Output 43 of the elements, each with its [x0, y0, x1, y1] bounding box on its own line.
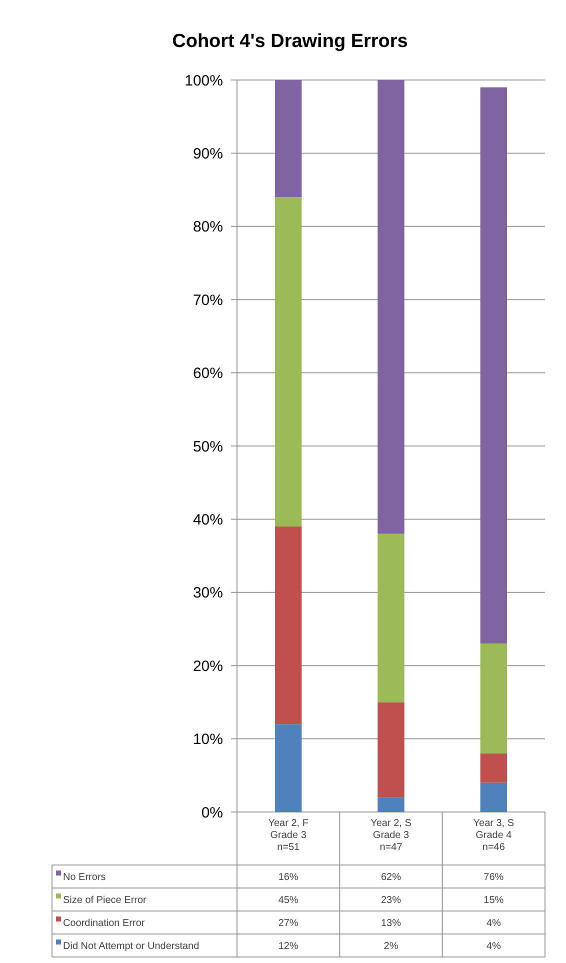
y-tick-label: 70% [192, 292, 223, 309]
text: 27% [278, 918, 298, 929]
x-tick-label: Year 3, S Grade 4 n=46 [473, 818, 514, 853]
text: 4% [486, 941, 501, 952]
y-tick-label: 60% [192, 365, 223, 382]
text: 16% [278, 872, 298, 883]
bar [378, 702, 404, 798]
legend-label: No Errors [63, 872, 106, 883]
bar [480, 782, 508, 812]
bar [378, 797, 404, 812]
bar [378, 80, 404, 534]
legend-label: Coordination Error [63, 918, 146, 929]
bar [480, 753, 508, 783]
bar [480, 644, 508, 754]
text: 45% [278, 895, 298, 906]
y-tick-label: 50% [192, 438, 223, 456]
bar [378, 534, 404, 702]
y-tick-label: 100% [184, 72, 223, 90]
text: 76% [484, 872, 504, 883]
text: 2% [384, 941, 398, 952]
y-tick-label: 20% [192, 658, 223, 675]
text: 13% [380, 918, 402, 929]
text: 23% [380, 895, 402, 906]
text: 4% [486, 918, 501, 929]
bar [274, 197, 302, 527]
y-tick-label: 0% [201, 804, 223, 822]
bar [274, 526, 302, 724]
chart-title: Cohort 4's Drawing Errors [172, 31, 408, 52]
legend-label: Did Not Attempt or Understand [63, 941, 200, 952]
bar [274, 80, 302, 198]
text: 12% [278, 941, 298, 952]
y-tick-label: 10% [192, 731, 223, 748]
bar [274, 724, 302, 812]
y-tick-label: 30% [192, 584, 223, 602]
x-tick-label: Year 2, S Grade 3 n=47 [370, 818, 412, 853]
legend-label: Size of Piece Error [63, 895, 148, 906]
x-tick-label: Year 2, F Grade 3 n=51 [268, 818, 308, 853]
y-tick-label: 40% [192, 511, 223, 528]
text: 15% [484, 895, 504, 906]
bar [480, 87, 508, 644]
y-tick-label: 90% [192, 145, 223, 162]
text: 62% [380, 872, 402, 883]
y-tick-label: 80% [192, 218, 223, 236]
